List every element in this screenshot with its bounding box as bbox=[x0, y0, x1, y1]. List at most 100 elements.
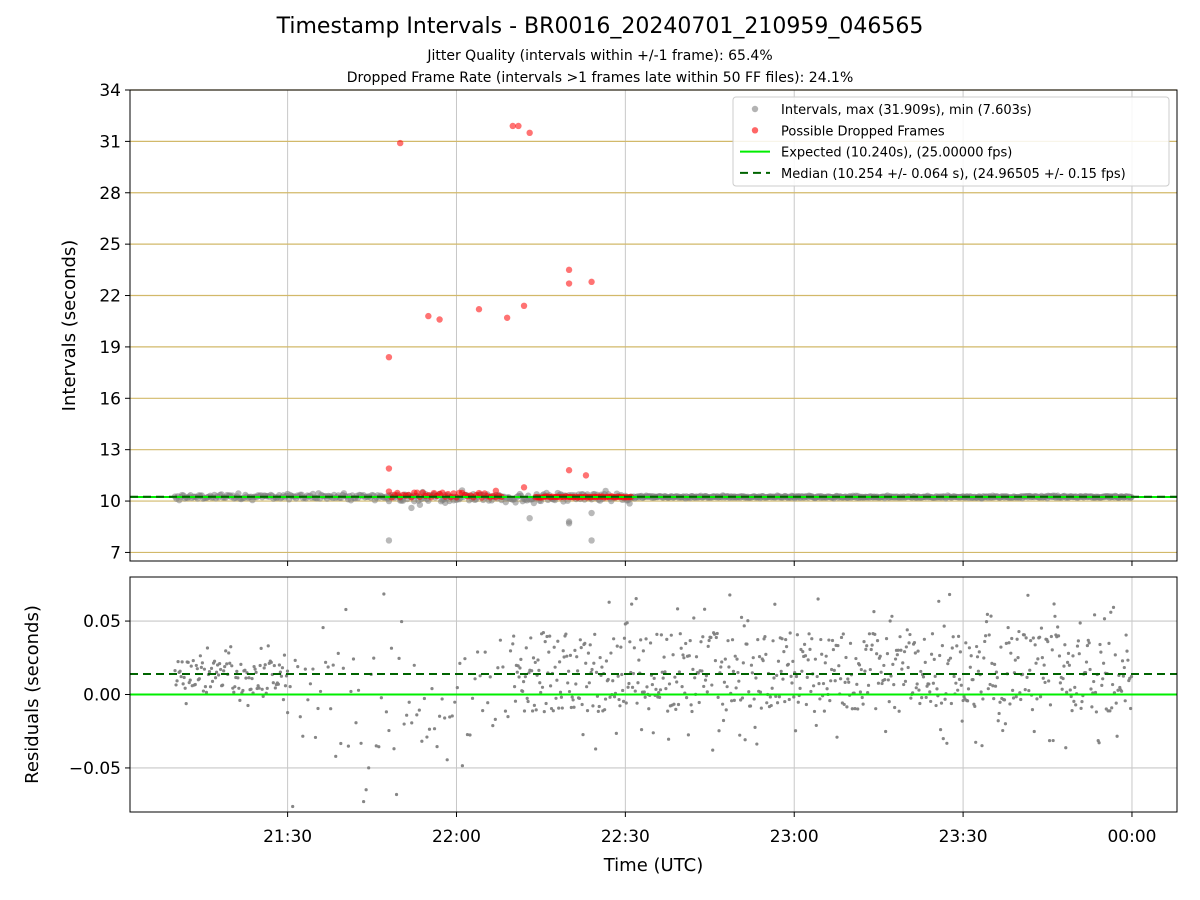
residual-point bbox=[425, 735, 429, 739]
residual-point bbox=[1048, 703, 1053, 707]
residual-point bbox=[681, 653, 685, 657]
residual-point bbox=[529, 636, 533, 640]
residual-point bbox=[1015, 637, 1019, 641]
interval-point bbox=[235, 490, 242, 497]
residual-point bbox=[575, 655, 579, 659]
residual-point bbox=[554, 696, 558, 700]
residual-point bbox=[560, 706, 564, 710]
residual-point bbox=[470, 696, 475, 700]
residual-point bbox=[631, 671, 636, 676]
residual-point bbox=[1010, 636, 1014, 641]
residual-point bbox=[993, 684, 998, 688]
residual-point bbox=[1115, 734, 1119, 738]
residual-point bbox=[229, 645, 233, 649]
residual-point bbox=[686, 733, 691, 737]
residual-point bbox=[730, 638, 735, 642]
residual-point bbox=[512, 634, 516, 638]
residual-point bbox=[1038, 695, 1043, 699]
residual-point bbox=[811, 684, 816, 688]
residual-point bbox=[415, 713, 419, 717]
residual-point bbox=[891, 662, 895, 666]
residual-point bbox=[194, 663, 198, 668]
legend-label: Intervals, max (31.909s), min (7.603s) bbox=[781, 103, 1032, 118]
residual-point bbox=[688, 638, 692, 643]
residual-point bbox=[872, 610, 876, 614]
residual-point bbox=[511, 642, 515, 646]
residual-point bbox=[947, 658, 951, 662]
residual-point bbox=[786, 662, 790, 666]
residual-point bbox=[1047, 679, 1051, 683]
residual-point bbox=[700, 669, 704, 673]
residual-point bbox=[791, 659, 795, 663]
residual-point bbox=[278, 670, 283, 674]
residual-point bbox=[902, 650, 907, 654]
residual-point bbox=[870, 643, 874, 647]
residual-point bbox=[379, 696, 383, 700]
residual-point bbox=[855, 682, 859, 686]
residual-point bbox=[665, 637, 669, 641]
residual-point bbox=[818, 697, 822, 701]
residual-point bbox=[571, 698, 575, 702]
residual-point bbox=[782, 649, 786, 654]
residual-point bbox=[223, 664, 227, 669]
residual-point bbox=[523, 675, 527, 679]
residual-point bbox=[1123, 699, 1127, 703]
residual-point bbox=[902, 682, 906, 687]
residual-point bbox=[657, 690, 661, 695]
residual-point bbox=[1034, 661, 1038, 665]
residual-point bbox=[969, 654, 973, 658]
residual-point bbox=[1101, 661, 1106, 665]
residual-point bbox=[517, 675, 521, 679]
residual-point bbox=[843, 680, 847, 685]
residual-point bbox=[793, 729, 798, 733]
residual-point bbox=[1052, 602, 1056, 606]
residual-point bbox=[612, 637, 616, 641]
residual-point bbox=[213, 676, 218, 680]
legend-label: Median (10.254 +/- 0.064 s), (24.96505 +… bbox=[781, 167, 1126, 182]
residual-point bbox=[1066, 651, 1071, 655]
intervals-ytick-label: 34 bbox=[99, 81, 121, 101]
residual-point bbox=[219, 667, 223, 672]
residual-point bbox=[1099, 650, 1103, 654]
residual-point bbox=[922, 637, 926, 641]
residual-point bbox=[612, 695, 617, 699]
residual-point bbox=[747, 690, 751, 694]
residual-point bbox=[975, 644, 979, 649]
residual-point bbox=[259, 646, 263, 651]
residual-point bbox=[898, 635, 902, 639]
residual-point bbox=[864, 647, 868, 651]
residual-point bbox=[727, 665, 731, 669]
residual-point bbox=[313, 735, 318, 740]
residual-point bbox=[812, 709, 817, 714]
dropped-frame-point bbox=[520, 484, 528, 491]
residual-point bbox=[995, 676, 999, 680]
residual-point bbox=[650, 682, 654, 687]
residual-point bbox=[209, 666, 214, 670]
residual-point bbox=[1019, 697, 1023, 702]
residual-point bbox=[506, 714, 510, 719]
residual-point bbox=[372, 656, 376, 660]
residual-point bbox=[956, 688, 960, 692]
residual-point bbox=[208, 685, 213, 689]
residual-point bbox=[574, 682, 578, 686]
residual-point bbox=[349, 689, 353, 694]
residual-point bbox=[238, 698, 242, 702]
residual-point bbox=[233, 685, 237, 689]
residual-point bbox=[878, 654, 882, 658]
residual-point bbox=[829, 679, 833, 683]
residual-point bbox=[816, 597, 820, 601]
residual-point bbox=[280, 666, 285, 670]
residual-point bbox=[1051, 738, 1055, 743]
residual-point bbox=[516, 664, 520, 668]
residual-point bbox=[862, 640, 866, 644]
residual-point bbox=[271, 681, 275, 685]
residual-point bbox=[1093, 690, 1098, 695]
residual-point bbox=[874, 707, 878, 711]
residual-point bbox=[644, 637, 648, 641]
residual-point bbox=[704, 674, 709, 678]
residual-point bbox=[657, 695, 662, 700]
residual-point bbox=[387, 728, 391, 733]
residual-point bbox=[737, 679, 741, 683]
residual-point bbox=[367, 766, 371, 770]
residual-point bbox=[689, 703, 693, 707]
